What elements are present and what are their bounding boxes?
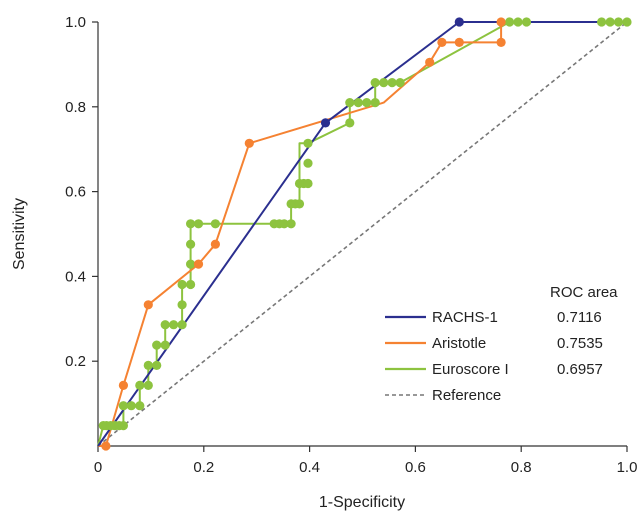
y-tick-label: 0.6 — [65, 184, 86, 201]
legend-label-aristotle: Aristotle — [432, 335, 486, 352]
point-euroscore-i — [177, 320, 187, 330]
legend-label-reference: Reference — [432, 387, 501, 404]
y-ticks: 0.2 0.4 0.6 0.8 1.0 — [65, 14, 98, 370]
point-euroscore-i — [622, 17, 632, 27]
point-euroscore-i — [177, 279, 187, 290]
point-aristotle — [143, 300, 153, 310]
x-tick-label: 0.2 — [193, 459, 214, 476]
point-aristotle — [496, 17, 506, 27]
series-line-reference — [97, 21, 628, 447]
point-euroscore-i — [345, 98, 355, 108]
point-euroscore-i — [152, 340, 162, 350]
point-euroscore-i — [143, 380, 153, 390]
point-euroscore-i — [135, 401, 145, 411]
point-euroscore-i — [169, 320, 179, 330]
x-tick-label: 0.8 — [511, 459, 532, 476]
y-tick-label: 0.2 — [65, 353, 86, 370]
point-aristotle — [425, 57, 435, 67]
point-euroscore-i — [505, 17, 515, 27]
point-euroscore-i — [160, 320, 170, 330]
point-euroscore-i — [605, 17, 615, 27]
legend-value-rachs-1: 0.7116 — [557, 309, 602, 326]
point-euroscore-i — [118, 401, 128, 411]
point-euroscore-i — [286, 219, 296, 229]
point-euroscore-i — [279, 219, 289, 229]
point-euroscore-i — [186, 259, 196, 269]
point-euroscore-i — [177, 300, 187, 310]
point-aristotle — [454, 37, 464, 48]
x-axis-title: 1-Specificity — [319, 494, 405, 511]
y-tick-label: 0.8 — [65, 99, 86, 116]
legend-value-euroscore-i: 0.6957 — [557, 361, 603, 378]
point-aristotle — [118, 380, 128, 390]
point-euroscore-i — [513, 17, 523, 27]
point-rachs-1 — [320, 118, 331, 128]
y-tick-label: 1.0 — [65, 14, 86, 31]
point-euroscore-i — [353, 98, 363, 108]
point-euroscore-i — [118, 421, 128, 431]
point-aristotle — [244, 138, 254, 148]
point-euroscore-i — [370, 78, 380, 88]
series-lines — [97, 21, 628, 447]
y-tick-label: 0.4 — [65, 268, 86, 285]
legend-label-euroscore-i: Euroscore I — [432, 361, 509, 378]
point-euroscore-i — [210, 219, 220, 229]
axes — [97, 22, 627, 447]
x-ticks: 0 0.2 0.4 0.6 0.8 1.0 — [94, 446, 638, 476]
y-axis-title: Sensitivity — [11, 198, 28, 270]
legend-label-rachs-1: RACHS-1 — [432, 309, 498, 326]
point-euroscore-i — [303, 158, 313, 168]
point-aristotle — [101, 441, 111, 451]
point-aristotle — [193, 259, 204, 269]
point-aristotle — [437, 37, 447, 48]
point-euroscore-i — [303, 138, 313, 148]
x-tick-label: 0.4 — [299, 459, 320, 476]
point-euroscore-i — [395, 78, 405, 88]
series-line-rachs-1 — [97, 21, 627, 447]
point-euroscore-i — [135, 380, 145, 390]
legend-value-aristotle: 0.7535 — [557, 335, 603, 352]
point-euroscore-i — [186, 219, 196, 229]
x-tick-label: 0.6 — [405, 459, 426, 476]
point-euroscore-i — [143, 360, 153, 370]
point-euroscore-i — [152, 360, 162, 370]
point-euroscore-i — [345, 118, 355, 128]
point-euroscore-i — [160, 340, 170, 350]
point-euroscore-i — [294, 199, 305, 209]
legend-header: ROC area — [550, 284, 618, 301]
point-euroscore-i — [521, 17, 532, 27]
point-euroscore-i — [193, 219, 204, 229]
point-rachs-1 — [454, 17, 464, 27]
series-markers — [98, 17, 632, 451]
point-euroscore-i — [379, 78, 389, 88]
point-euroscore-i — [370, 98, 380, 108]
point-euroscore-i — [303, 178, 313, 189]
series-line-aristotle — [98, 21, 627, 447]
x-tick-label: 1.0 — [617, 459, 638, 476]
point-euroscore-i — [186, 279, 196, 290]
x-tick-label: 0 — [94, 459, 102, 476]
point-euroscore-i — [126, 401, 136, 411]
point-euroscore-i — [387, 78, 397, 88]
point-euroscore-i — [597, 17, 607, 27]
point-euroscore-i — [362, 98, 372, 108]
point-aristotle — [496, 37, 506, 48]
legend: ROC area RACHS-1 0.7116 Aristotle 0.7535 Eur… — [385, 284, 618, 404]
point-euroscore-i — [186, 239, 196, 249]
point-aristotle — [210, 239, 220, 249]
point-euroscore-i — [613, 17, 624, 27]
